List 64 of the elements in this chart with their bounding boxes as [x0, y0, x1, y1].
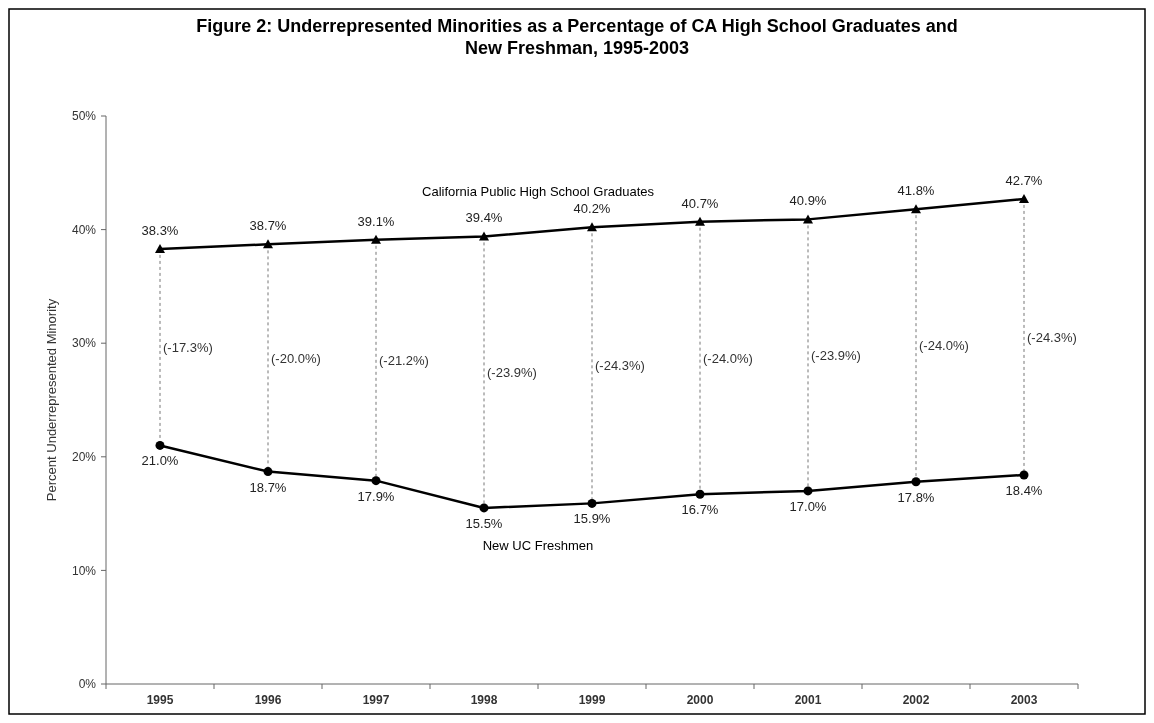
x-tick-label: 1996 — [254, 693, 282, 707]
point — [155, 243, 165, 253]
series-label: New UC Freshmen — [482, 537, 594, 553]
data-label: 17.9% — [357, 488, 395, 504]
series-label: California Public High School Graduates — [422, 183, 655, 199]
point — [911, 477, 921, 487]
point — [1019, 470, 1029, 480]
point — [371, 476, 381, 486]
point — [803, 486, 813, 496]
x-tick-label: 1998 — [470, 693, 498, 707]
point — [587, 222, 597, 232]
point — [911, 204, 921, 214]
x-tick-label: 1997 — [362, 693, 390, 707]
point — [587, 498, 597, 508]
data-label: 38.7% — [249, 218, 287, 234]
point — [155, 440, 165, 450]
annotation: (-24.3%) — [1027, 329, 1077, 345]
annotation: (-17.3%) — [163, 339, 213, 355]
annotation: (-24.0%) — [919, 338, 969, 354]
point — [263, 239, 273, 249]
x-tick-label: 2001 — [794, 693, 822, 707]
annotation: (-24.3%) — [595, 357, 645, 373]
data-label: 15.9% — [573, 511, 611, 527]
y-tick-label: 0% — [78, 677, 97, 692]
point — [1019, 193, 1029, 203]
annotation: (-23.9%) — [811, 347, 861, 363]
y-tick-label: 10% — [71, 563, 97, 578]
data-label: 40.7% — [681, 195, 719, 211]
point — [695, 489, 705, 499]
annotation: (-20.0%) — [271, 350, 321, 366]
data-label: 18.7% — [249, 479, 287, 495]
annotation: (-23.9%) — [487, 364, 537, 380]
point — [803, 214, 813, 224]
x-tick-label: 1999 — [578, 693, 606, 707]
data-label: 41.8% — [897, 183, 935, 199]
point — [695, 216, 705, 226]
point — [371, 234, 381, 244]
data-label: 42.7% — [1005, 172, 1043, 188]
data-label: 18.4% — [1005, 482, 1043, 498]
point — [479, 503, 489, 513]
data-label: 21.0% — [141, 453, 179, 469]
x-tick-label: 2003 — [1010, 693, 1038, 707]
chart-title: Figure 2: Underrepresented Minorities as a Percentage of CA High School Graduates and New Freshman, 1995-2003 — [196, 16, 958, 58]
data-label: 40.2% — [573, 201, 611, 217]
x-tick-label: 2000 — [686, 693, 714, 707]
y-tick-label: 20% — [71, 450, 97, 464]
data-label: 17.8% — [897, 489, 935, 505]
data-label: 17.0% — [789, 498, 827, 514]
annotation: (-21.2%) — [379, 352, 429, 368]
data-label: 15.5% — [465, 515, 503, 531]
data-label: 39.4% — [465, 210, 503, 226]
data-label: 38.3% — [141, 222, 179, 238]
point — [479, 231, 489, 241]
annotation: (-24.0%) — [703, 350, 753, 366]
x-tick-label: 2002 — [902, 693, 930, 707]
x-tick-label: 1995 — [146, 693, 174, 707]
y-tick-label: 30% — [71, 336, 97, 351]
data-label: 16.7% — [681, 502, 719, 518]
y-tick-label: 40% — [71, 222, 97, 237]
data-label: 40.9% — [789, 193, 827, 209]
point — [263, 467, 273, 477]
y-tick-label: 50% — [71, 109, 97, 124]
y-axis-title: Percent Underrepresented Minority — [44, 298, 59, 502]
data-label: 39.1% — [357, 213, 395, 229]
